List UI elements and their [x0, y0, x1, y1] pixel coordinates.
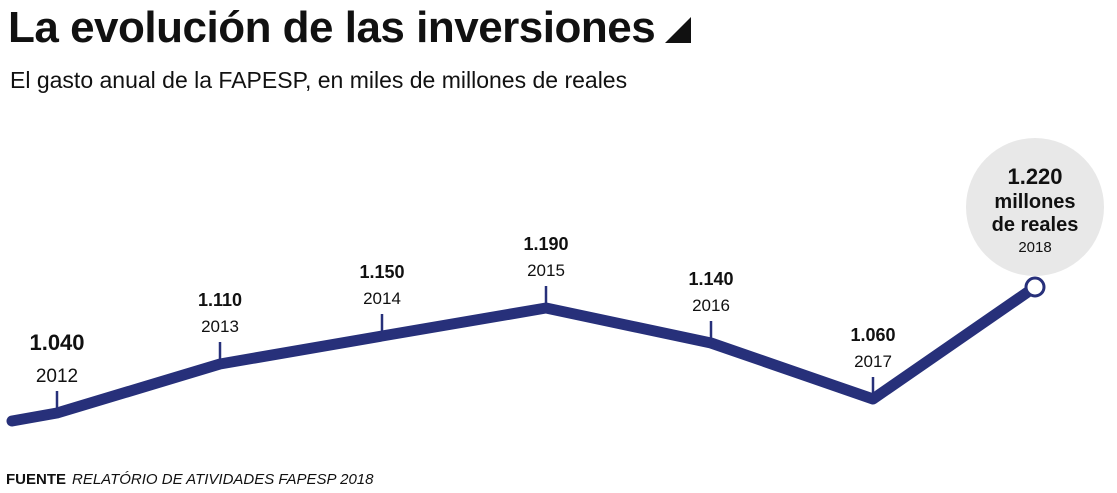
series-line-path — [6, 281, 1041, 427]
highlight-value: 1.220 — [1007, 164, 1062, 189]
value-label-2014: 1.150 — [359, 262, 404, 282]
year-label-2015: 2015 — [527, 261, 565, 280]
value-label-2012: 1.040 — [29, 330, 84, 355]
highlight-bubble — [966, 138, 1104, 276]
value-label-2013: 1.110 — [198, 290, 242, 310]
value-label-2016: 1.140 — [688, 269, 733, 289]
highlight-unit-line-1: millones — [994, 191, 1075, 213]
chart-subtitle: El gasto anual de la FAPESP, en miles de… — [10, 67, 628, 93]
year-label-2017: 2017 — [854, 352, 892, 371]
highlight-unit-line-2: de reales — [992, 214, 1079, 236]
source-label: FUENTE — [6, 471, 66, 488]
source-text: RELATÓRIO DE ATIVIDADES FAPESP 2018 — [72, 471, 374, 488]
value-label-2015: 1.190 — [523, 234, 568, 254]
tick-marks — [55, 286, 875, 409]
chart-title: La evolución de las inversiones — [8, 2, 692, 54]
chart-title-text: La evolución de las inversiones — [8, 3, 656, 52]
year-label-2014: 2014 — [363, 289, 401, 308]
value-label-2017: 1.060 — [850, 325, 895, 345]
data-points — [1024, 276, 1046, 298]
year-label-2016: 2016 — [692, 296, 730, 315]
highlight-year: 2018 — [1018, 239, 1051, 256]
series-line — [6, 281, 1041, 427]
highlight-circle — [966, 138, 1104, 276]
data-point-2018 — [1024, 276, 1046, 298]
triangle-corner-icon — [665, 17, 692, 43]
year-label-2012: 2012 — [36, 366, 78, 387]
source-note: FUENTE RELATÓRIO DE ATIVIDADES FAPESP 201… — [6, 470, 373, 490]
year-label-2013: 2013 — [201, 317, 239, 336]
data-labels: 1.040 2012 1.110 2013 1.150 2014 1.190 2015 1.14… — [29, 164, 1078, 387]
